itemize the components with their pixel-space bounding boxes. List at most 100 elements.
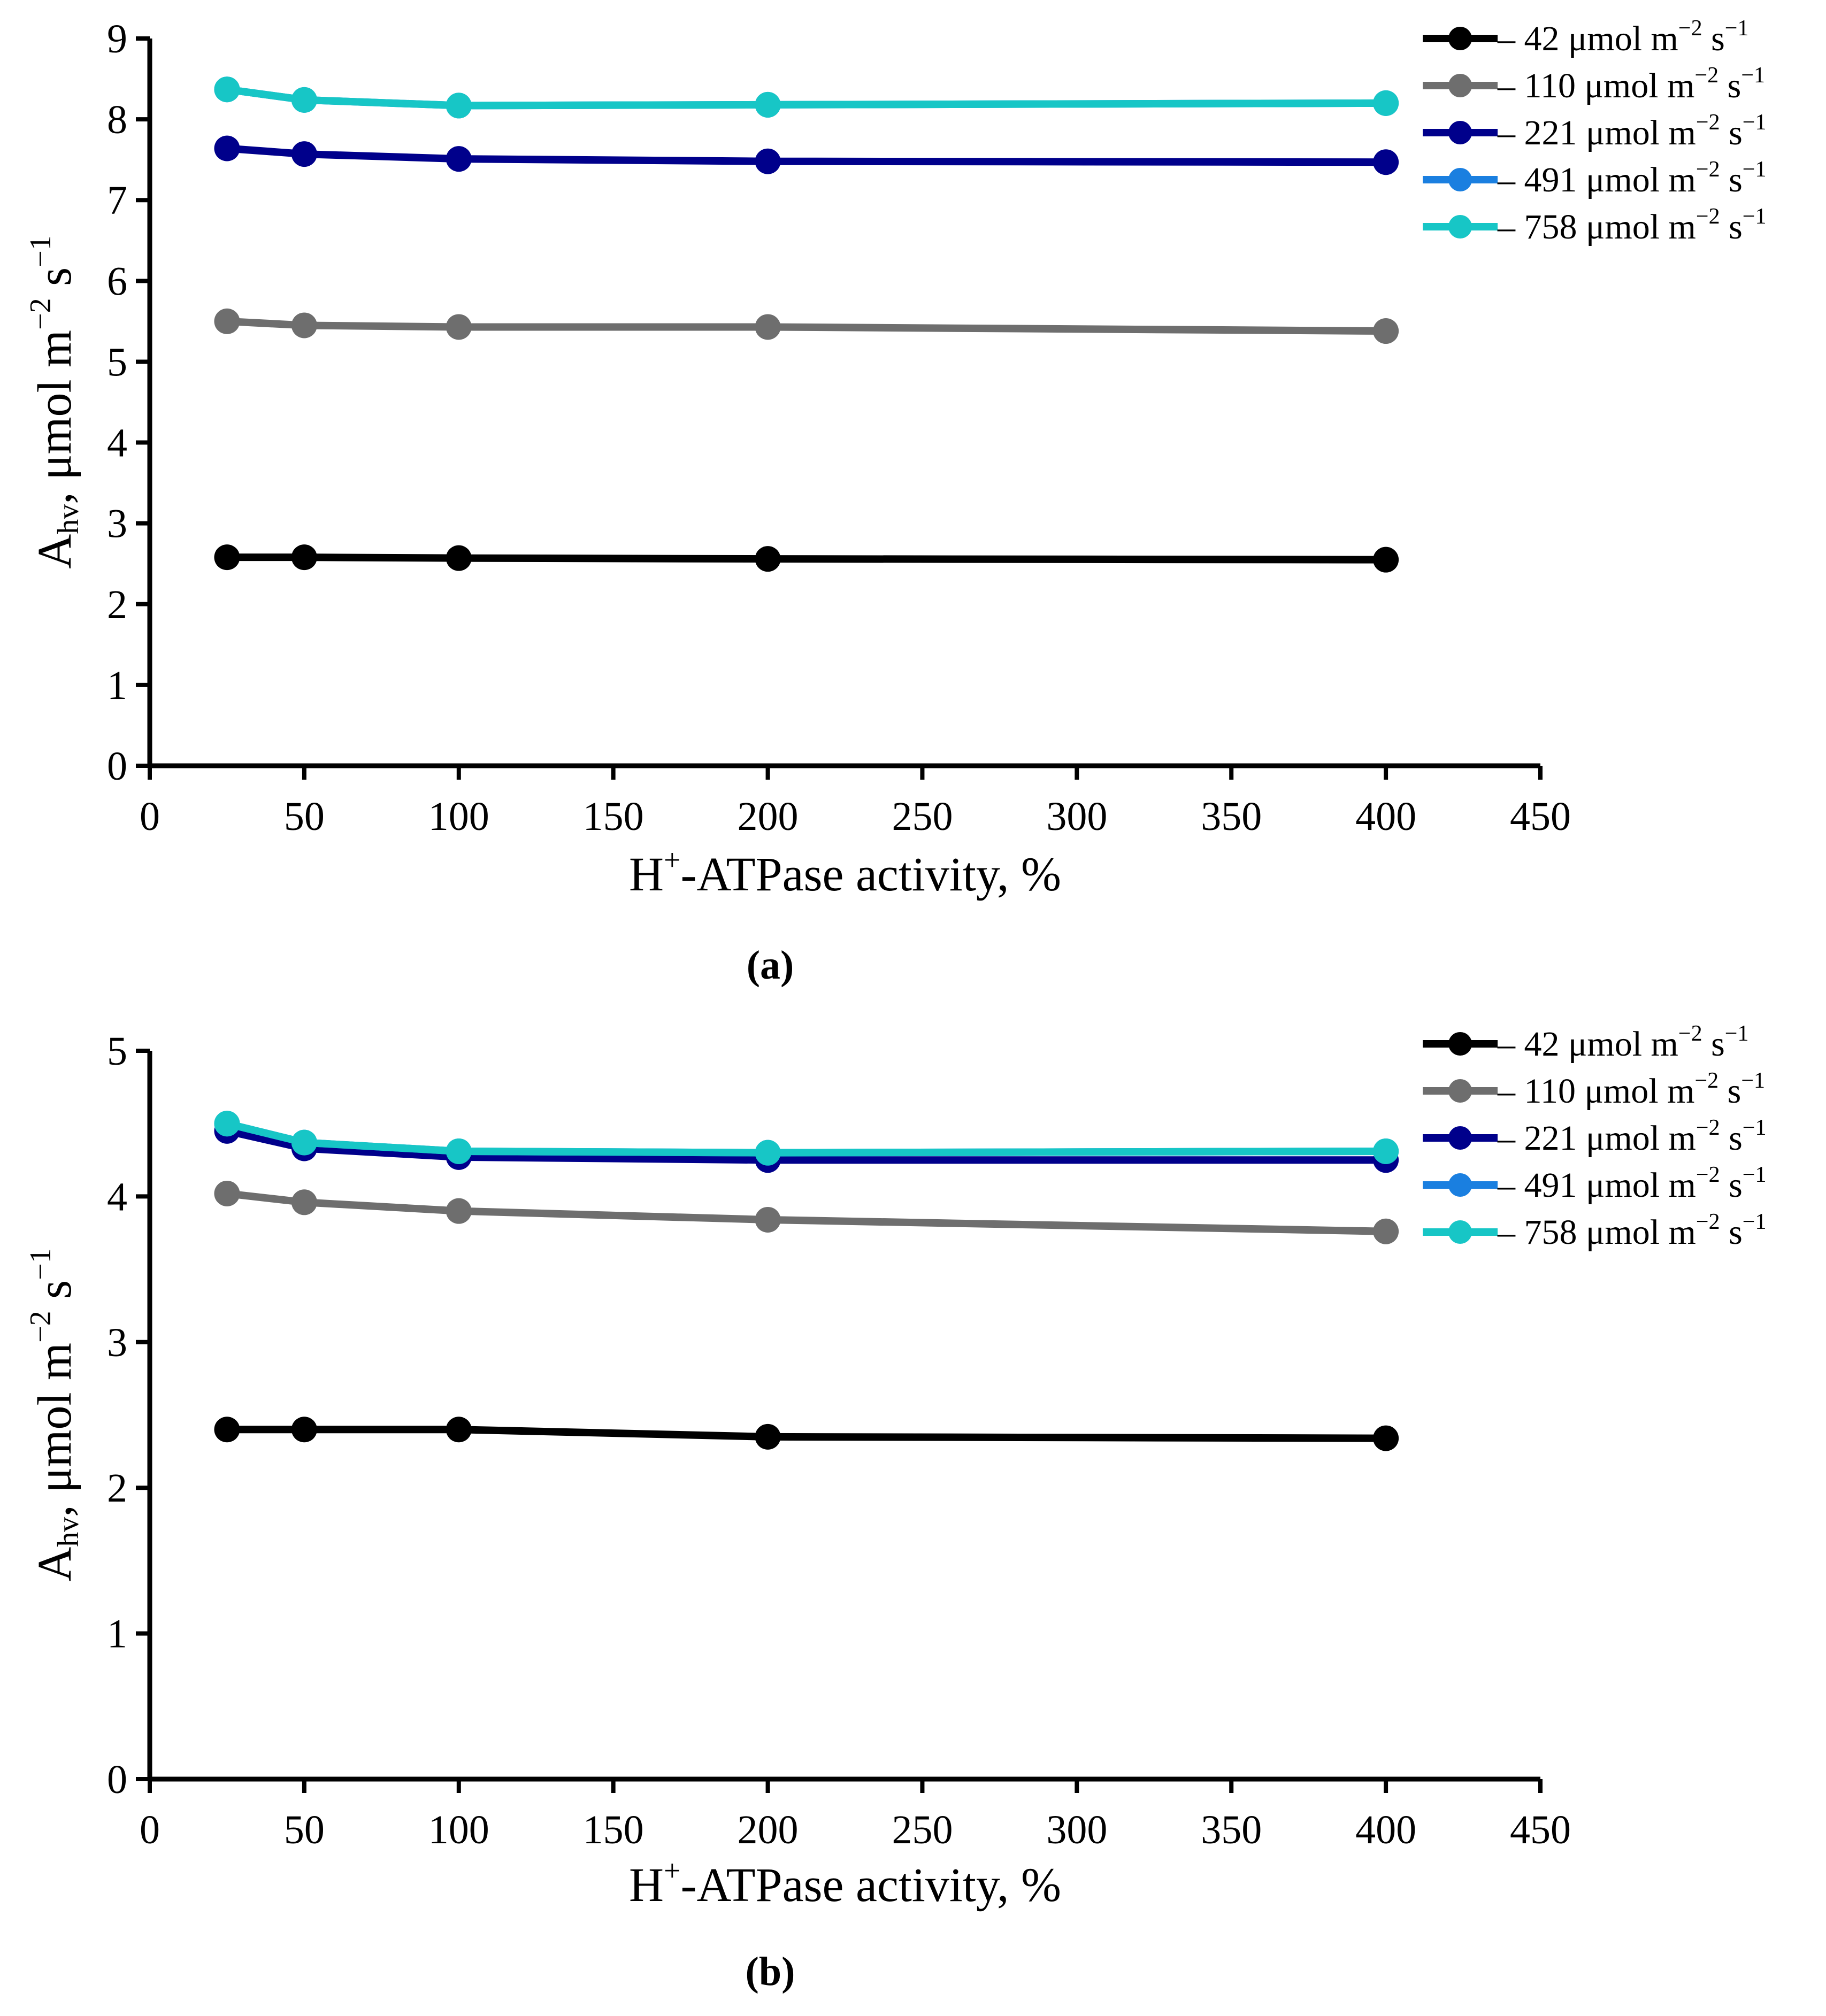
panel-a-x-tick-label: 200 — [738, 794, 799, 839]
panel-a-series-line — [226, 86, 1386, 110]
panel-a-y-axis-label: Ahv, μmol m−2 s−1 — [24, 235, 85, 569]
panel-a-legend-label: – 42 μmol m−2 s−1 — [1497, 16, 1748, 58]
panel-b-data-point — [1373, 1138, 1399, 1164]
panel-b-data-point — [214, 1417, 240, 1443]
panel-b-data-point — [446, 1138, 472, 1164]
panel-b-legend: – 42 μmol m−2 s−1– 110 μmol m−2 s−1– 221… — [1423, 1021, 1766, 1252]
panel-a-data-point — [755, 314, 781, 340]
panel-b-legend-marker — [1448, 1032, 1472, 1056]
panel-b-legend-label: – 221 μmol m−2 s−1 — [1497, 1115, 1766, 1158]
panel-b-y-tick-label: 1 — [107, 1612, 127, 1657]
panel-b-legend-label: – 491 μmol m−2 s−1 — [1497, 1163, 1766, 1205]
panel-a-data-point — [214, 76, 240, 103]
panel-a-x-tick-label: 150 — [583, 794, 644, 839]
panel-b-y-axis-label: Ahv, μmol m−2 s−1 — [24, 1248, 85, 1582]
panel-a-data-point — [1373, 149, 1399, 175]
panel-a-series-line — [226, 144, 1386, 166]
panel-a-data-point — [446, 93, 472, 119]
panel-b-panel-label: (b) — [746, 1949, 795, 1994]
panel-a-legend-label: – 221 μmol m−2 s−1 — [1497, 110, 1766, 152]
panel-a-data-point — [446, 314, 472, 340]
panel-a-data-point — [214, 544, 240, 571]
panel-a-legend-marker — [1448, 74, 1472, 97]
panel-b-legend-label: – 42 μmol m−2 s−1 — [1497, 1021, 1748, 1064]
panel-a-legend-label: – 110 μmol m−2 s−1 — [1497, 63, 1765, 105]
panel-b-series-42 — [214, 1417, 1399, 1451]
panel-a-y-tick-label: 4 — [107, 421, 127, 466]
panel-b-data-point — [291, 1129, 317, 1156]
panel-a-legend-label: – 491 μmol m−2 s−1 — [1497, 157, 1766, 199]
panel-a-x-tick-label: 100 — [428, 794, 489, 839]
panel-b-data-point — [755, 1140, 781, 1166]
panel-a-data-point — [755, 91, 781, 118]
panel-a-legend-marker — [1448, 27, 1472, 50]
panel-a-y-tick-label: 6 — [107, 259, 127, 304]
panel-a-series-491 — [214, 76, 1399, 119]
panel-a-y-tick-label: 5 — [107, 340, 127, 384]
panel-a-y-tick-label: 2 — [107, 582, 127, 627]
panel-a-y-tick-label: 3 — [107, 502, 127, 547]
panel-b-series-line — [226, 1120, 1386, 1157]
panel-b-x-tick-label: 150 — [583, 1807, 644, 1852]
panel-a-x-tick-label: 300 — [1046, 794, 1107, 839]
panel-a-series-110 — [214, 308, 1399, 344]
panel-a-y-tick-label: 1 — [107, 663, 127, 708]
panel-a-chart: 0 1 2 3 4 5 6 7 8 9 0 50 100 150 200 250 300 350 400 450 H+-… — [24, 16, 1766, 988]
panel-a-legend-label: – 758 μmol m−2 s−1 — [1497, 204, 1766, 247]
panel-a-series-line — [227, 553, 1386, 564]
panel-a-series-758 — [214, 76, 1399, 119]
panel-a-data-point — [1373, 90, 1399, 116]
panel-a-data-point — [291, 312, 317, 338]
panel-a-legend-marker — [1448, 215, 1472, 238]
panel-a-series-42 — [214, 544, 1399, 573]
panel-a-legend-marker — [1448, 121, 1472, 144]
panel-a-data-point — [755, 546, 781, 572]
panel-b-series-110 — [214, 1180, 1399, 1244]
panel-b-y-tick-label: 0 — [107, 1757, 127, 1802]
panel-b-legend-label: – 758 μmol m−2 s−1 — [1497, 1210, 1766, 1252]
panel-a-data-point — [1373, 318, 1399, 344]
panel-b-series-line — [227, 1426, 1386, 1442]
panel-a-x-tick-label: 250 — [892, 794, 953, 839]
panel-b-x-tick-label: 50 — [284, 1807, 325, 1852]
panel-a-data-point — [214, 135, 240, 161]
panel-a-data-point — [1373, 547, 1399, 573]
panel-b-data-point — [1373, 1425, 1399, 1451]
panel-a-x-axis-label: H+-ATPase activity, % — [629, 844, 1061, 901]
panel-a-data-point — [755, 148, 781, 174]
panel-b-data-point — [1373, 1218, 1399, 1244]
panel-a-y-tick-label: 9 — [107, 17, 127, 61]
panel-b-data-point — [446, 1417, 472, 1443]
panel-b-data-point — [446, 1198, 472, 1224]
panel-b-x-tick-label: 450 — [1510, 1807, 1571, 1852]
panel-a-legend: – 42 μmol m−2 s−1 – 110 μmol m−2 s−1 – 221… — [1423, 16, 1766, 247]
panel-a-y-tick-label: 7 — [107, 178, 127, 223]
panel-a-series-221 — [214, 135, 1399, 175]
panel-b-x-tick-label: 0 — [140, 1807, 160, 1852]
panel-b-legend-marker — [1448, 1220, 1472, 1244]
panel-b-data-point — [755, 1423, 781, 1450]
panel-b-x-tick-label: 250 — [892, 1807, 953, 1852]
panel-b-data-point — [291, 1189, 317, 1215]
panel-b-legend-marker — [1448, 1126, 1472, 1150]
panel-a-data-point — [446, 545, 472, 571]
panel-a-series-line — [227, 317, 1386, 335]
panel-a-data-point — [291, 544, 317, 571]
panel-b-data-point — [214, 1111, 240, 1137]
panel-a-y-tick-label: 0 — [107, 744, 127, 789]
panel-b-x-tick-label: 350 — [1201, 1807, 1262, 1852]
panel-a-legend-marker — [1448, 168, 1472, 191]
panel-b-x-tick-label: 200 — [738, 1807, 799, 1852]
panel-a-data-point — [214, 308, 240, 334]
panel-b-data-point — [755, 1206, 781, 1233]
panel-a-x-tick-label: 450 — [1510, 794, 1571, 839]
panel-b-legend-marker — [1448, 1079, 1472, 1103]
panel-b-x-axis-label: H+-ATPase activity, % — [629, 1855, 1061, 1912]
panel-b-y-tick-label: 5 — [107, 1029, 127, 1074]
panel-b-x-tick-label: 100 — [428, 1807, 489, 1852]
panel-a-x-tick-label: 0 — [140, 794, 160, 839]
panel-b-legend-marker — [1448, 1173, 1472, 1197]
panel-b-x-tick-label: 400 — [1355, 1807, 1416, 1852]
